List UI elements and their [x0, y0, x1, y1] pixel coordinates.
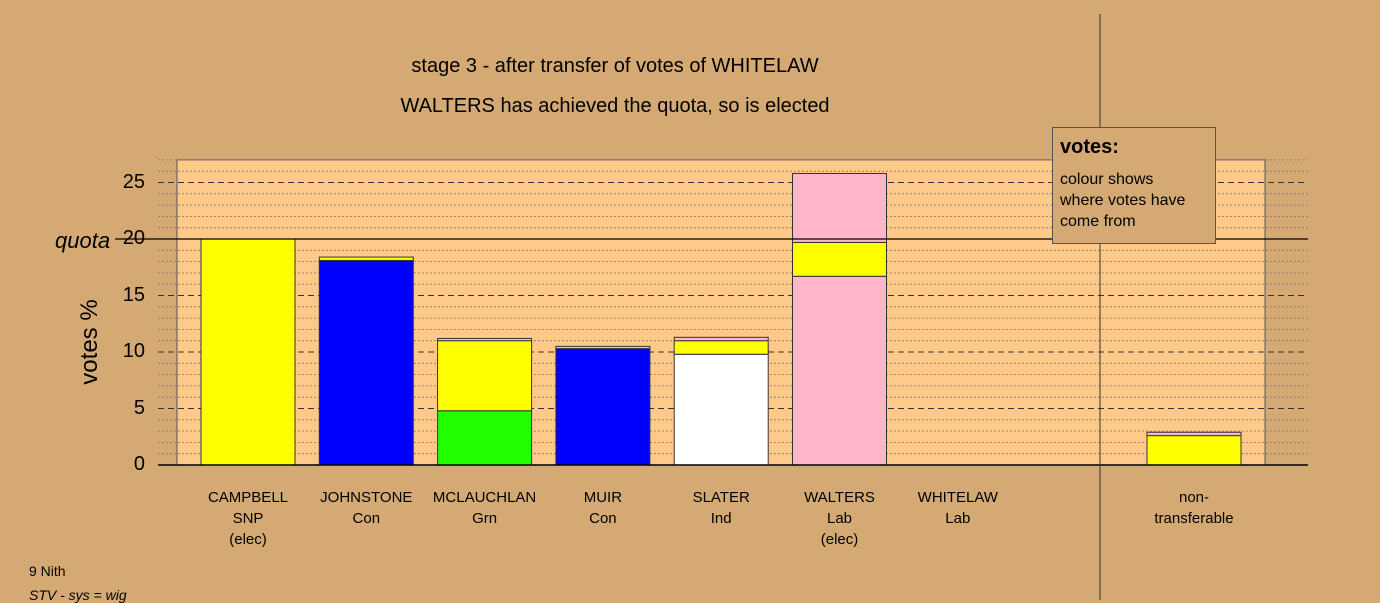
- x-tick-label-line: JOHNSTONE: [320, 489, 413, 506]
- x-tick-label-line: MUIR: [583, 489, 623, 506]
- bar-segment: [555, 348, 651, 466]
- x-tick-label-line: Ind: [710, 510, 732, 527]
- x-tick-label-line: (elec): [229, 531, 267, 548]
- x-tick-label: WHITELAW Lab: [903, 487, 1013, 529]
- x-tick-label-line: (elec): [820, 531, 859, 548]
- y-tick-label: 5: [133, 396, 145, 419]
- footer-ward: 9 Nith: [29, 563, 66, 579]
- x-tick-label-line: WHITELAW: [917, 489, 998, 506]
- footer-system: STV - sys = wig: [29, 587, 127, 603]
- y-tick-label: 15: [122, 283, 145, 306]
- x-tick-label-line: WALTERS: [804, 489, 875, 506]
- legend-title: votes:: [1060, 136, 1119, 158]
- bar-segment: [673, 353, 769, 466]
- chart-subtitle: WALTERS has achieved the quota, so is el…: [400, 95, 830, 117]
- x-tick-label-line: Con: [589, 510, 617, 527]
- x-tick-label: JOHNSTONE Con: [311, 487, 421, 529]
- bar-segment: [318, 259, 414, 466]
- x-tick-label-line: Lab: [826, 510, 853, 527]
- bar-segment-non-transferable: [1146, 435, 1242, 466]
- bar-segment: [792, 172, 887, 243]
- chart-title: stage 3 - after transfer of votes of WHI…: [411, 55, 819, 77]
- legend: votes: colour shows where votes have com…: [1052, 127, 1216, 244]
- x-tick-label-line: MCLAUCHLAN: [432, 489, 537, 506]
- bar-segment: [200, 238, 296, 466]
- x-tick-label-line: CAMPBELL: [207, 489, 289, 506]
- y-tick-label: 25: [122, 170, 145, 193]
- bar-segment: [318, 256, 414, 261]
- x-tick-label-line: SNP: [232, 510, 264, 527]
- x-tick-label: WALTERS Lab (elec): [785, 487, 895, 550]
- y-tick-label: 0: [133, 453, 145, 475]
- x-tick-label-line: Lab: [945, 510, 971, 527]
- legend-text: colour shows where votes have come from: [1060, 171, 1186, 230]
- y-tick-label: 10: [122, 340, 145, 362]
- bar-segment: [792, 275, 887, 466]
- y-tick-label: 20: [122, 227, 145, 249]
- bar-segment: [437, 337, 533, 342]
- bar-segment-non-transferable: [1146, 431, 1242, 437]
- bar-segment: [673, 336, 769, 342]
- x-tick-label: SLATER Ind: [666, 487, 776, 529]
- x-tick-label-non-transferable: non-transferable: [1139, 487, 1249, 529]
- bar-segment: [673, 340, 769, 355]
- x-tick-label: MUIR Con: [548, 487, 658, 529]
- x-tick-label: MCLAUCHLAN Grn: [430, 487, 540, 529]
- x-tick-label-line: Grn: [472, 510, 498, 527]
- bar-segment: [437, 340, 533, 412]
- quota-label: quota: [55, 228, 111, 253]
- bar-segment: [555, 345, 651, 350]
- x-tick-label-line: non-: [1178, 489, 1210, 506]
- x-tick-label: CAMPBELL SNP (elec): [193, 487, 303, 550]
- x-tick-label-line: Con: [352, 510, 381, 527]
- x-tick-label-line: SLATER: [692, 489, 750, 506]
- x-tick-label-line: transferable: [1154, 510, 1234, 527]
- bar-segment: [437, 410, 533, 466]
- bar-segment: [792, 241, 887, 277]
